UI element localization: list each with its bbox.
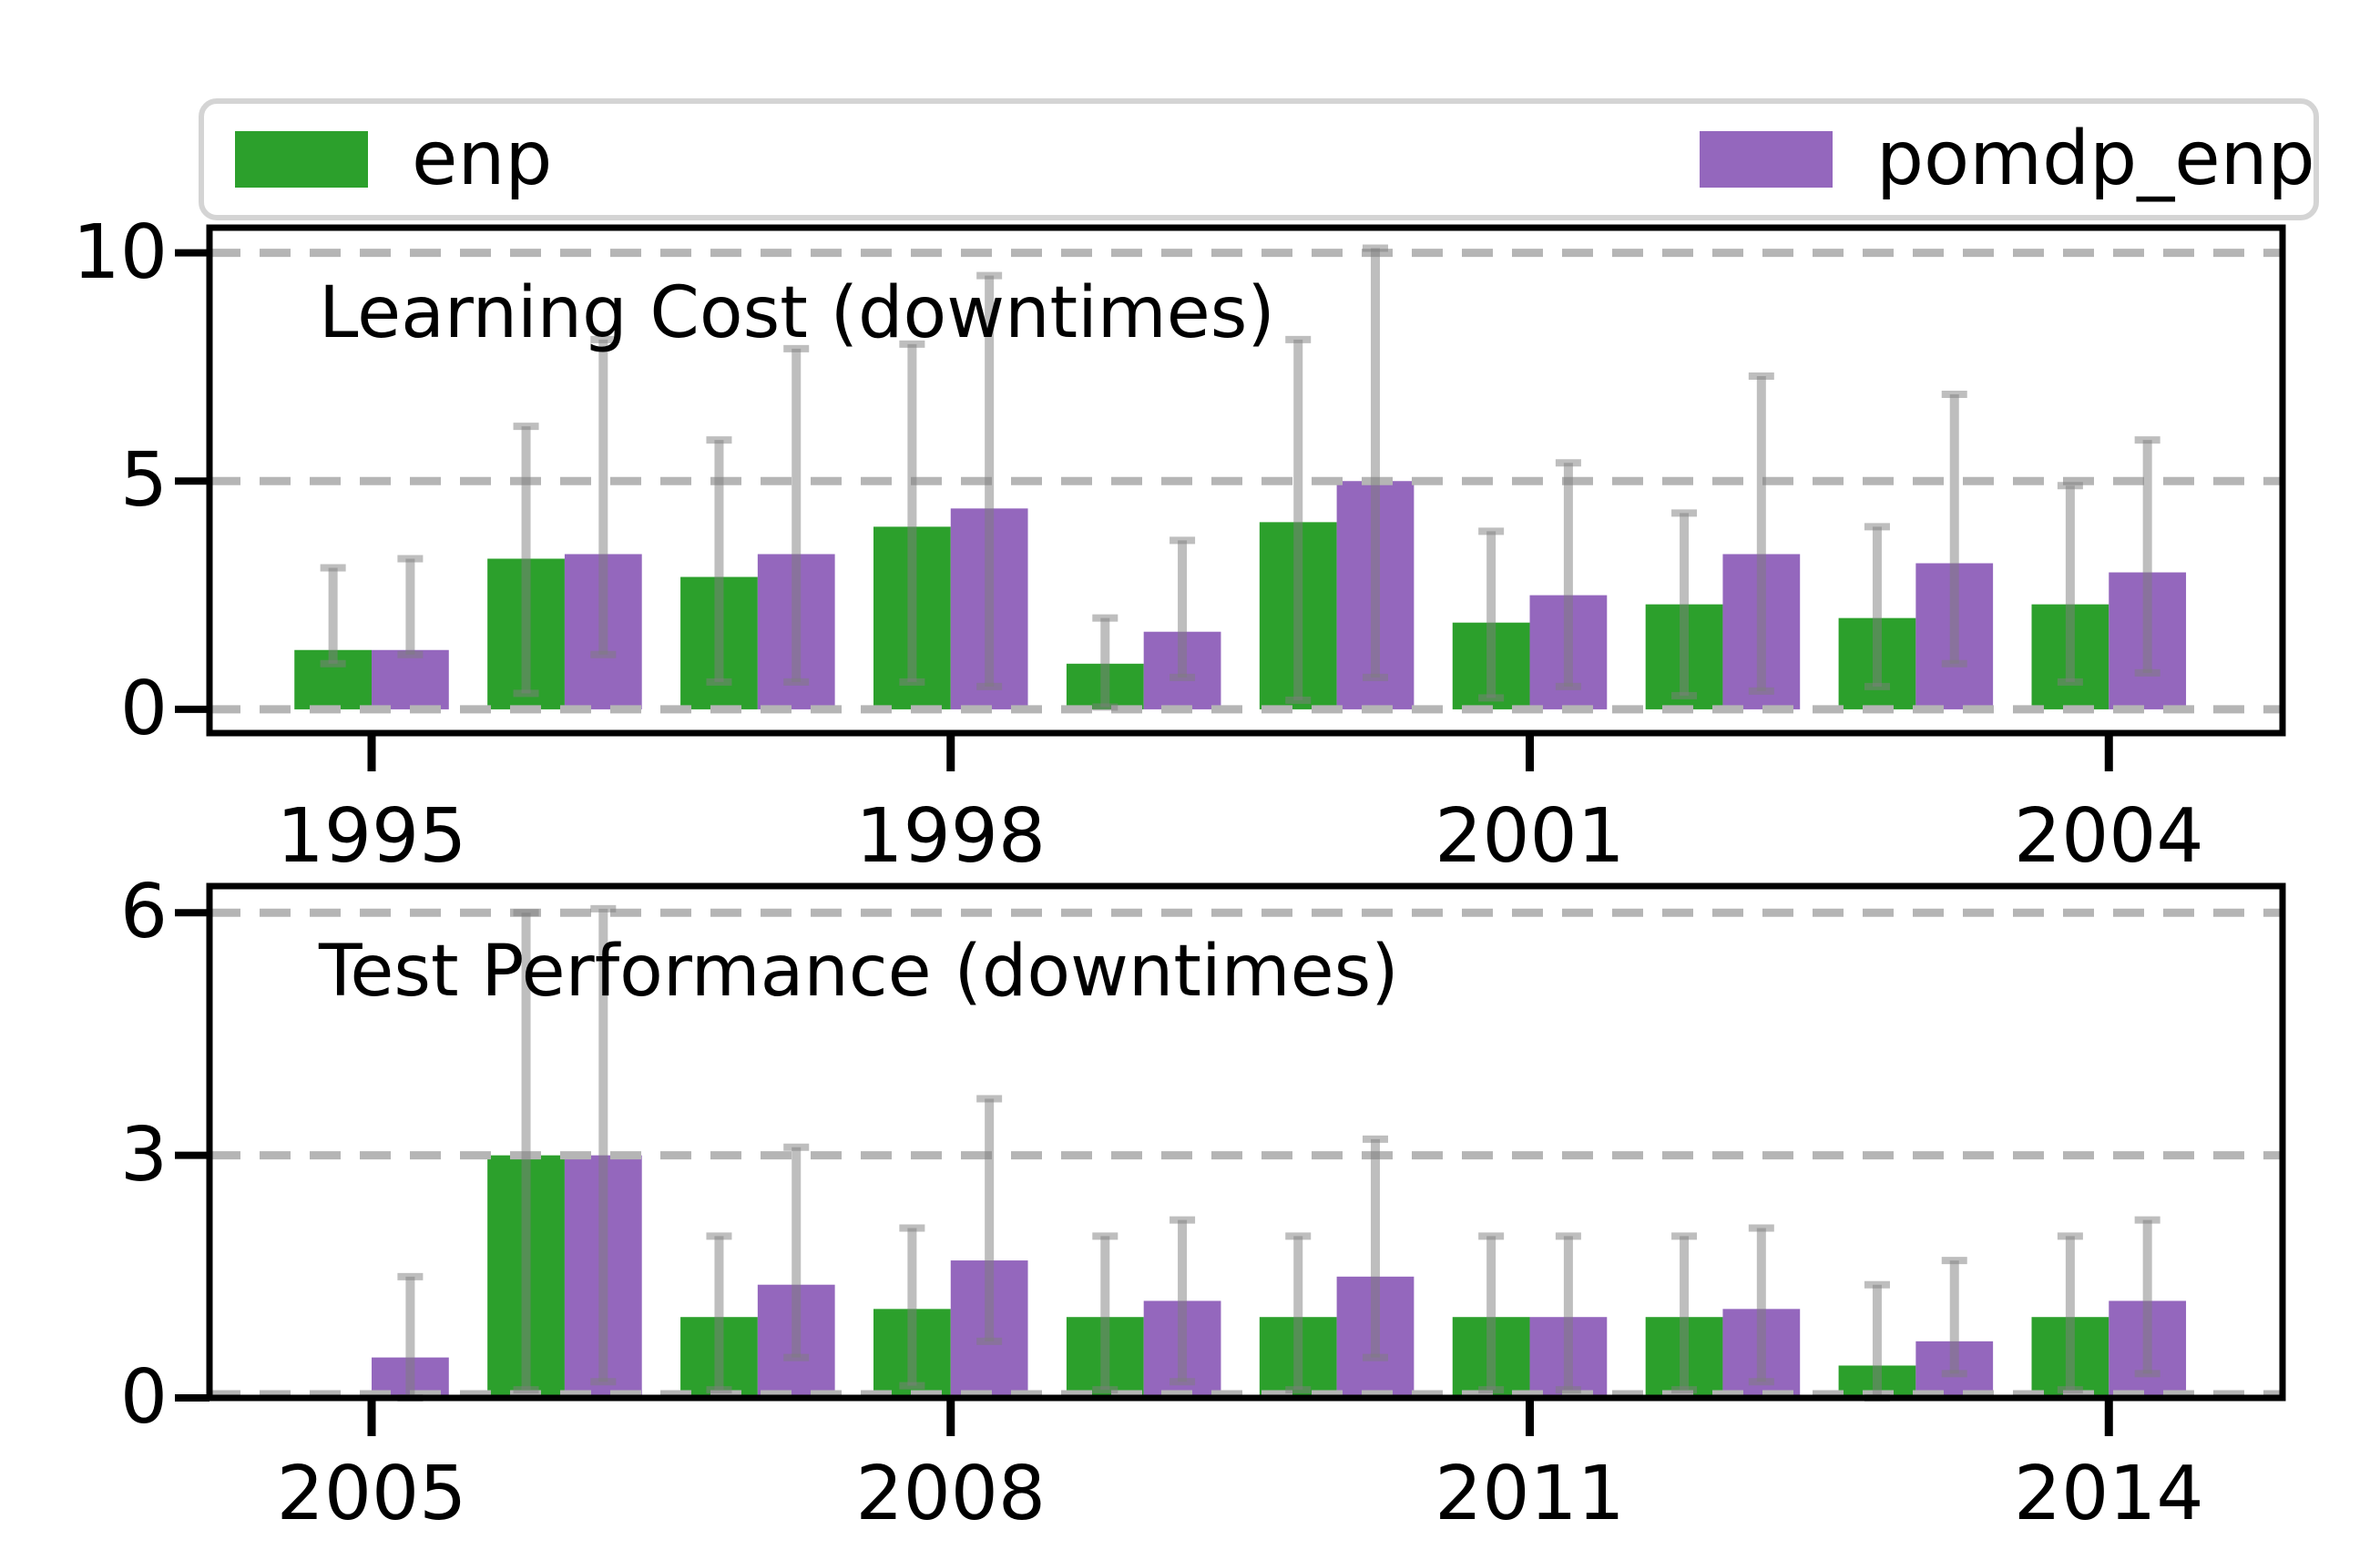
x-tick-label: 2011: [1435, 1451, 1625, 1537]
tick-marks-1: [175, 909, 2113, 1436]
y-tick-label: 0: [119, 1354, 168, 1441]
y-tick-label: 6: [119, 869, 168, 956]
error-bars-1: [397, 904, 2160, 1402]
x-tick-label: 2005: [276, 1451, 467, 1537]
bar-pomdp_enp-1995: [372, 649, 449, 709]
legend: enp pomdp_enp: [199, 98, 2319, 220]
y-tick-label: 0: [119, 665, 168, 752]
subplot-title-test-performance: Test Performance (downtimes): [319, 931, 1399, 1013]
x-tick-label: 2001: [1435, 793, 1625, 880]
gridlines-1: [209, 908, 2283, 1399]
legend-swatch-enp: [235, 131, 368, 188]
legend-swatch-pomdp-enp: [1700, 131, 1833, 188]
gridlines-0: [209, 249, 2283, 714]
error-bars-0: [320, 244, 2160, 711]
y-tick-label: 5: [119, 437, 168, 525]
x-tick-label: 1995: [276, 793, 467, 880]
legend-label-pomdp-enp: pomdp_enp: [1876, 116, 2315, 202]
legend-item-pomdp-enp: pomdp_enp: [1700, 104, 2315, 215]
bars-0: [294, 481, 2187, 709]
tick-marks-0: [175, 249, 2113, 771]
x-tick-label: 2014: [2013, 1451, 2204, 1537]
x-tick-label: 2008: [855, 1451, 1047, 1537]
y-tick-label: 3: [119, 1111, 168, 1198]
legend-item-enp: enp: [235, 104, 552, 215]
axes-spines-1: [206, 882, 2286, 1402]
x-tick-label: 2004: [2013, 793, 2204, 880]
legend-label-enp: enp: [412, 116, 553, 202]
x-tick-label: 1998: [855, 793, 1047, 880]
subplot-title-learning-cost: Learning Cost (downtimes): [319, 272, 1275, 354]
y-tick-label: 10: [72, 209, 168, 296]
bars-1: [372, 1155, 2187, 1398]
